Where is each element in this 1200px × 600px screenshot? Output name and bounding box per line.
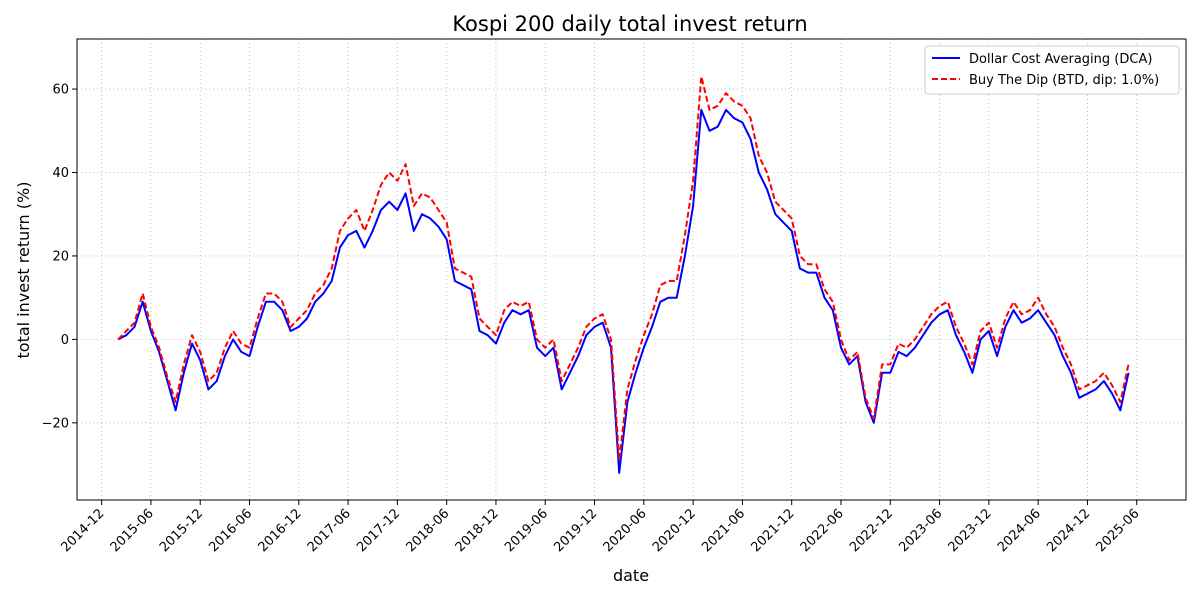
y-tick-label: −20 — [42, 416, 69, 431]
legend: Dollar Cost Averaging (DCA) Buy The Dip … — [924, 45, 1180, 95]
y-axis-label: total invest return (%) — [14, 182, 33, 359]
y-axis-ticks: −20 0 20 40 60 — [42, 83, 77, 431]
legend-box — [924, 45, 1180, 95]
series-line-btd — [117, 75, 1130, 462]
grid — [77, 39, 1186, 500]
series-group — [117, 75, 1130, 474]
chart-title: Kospi 200 daily total invest return — [452, 12, 807, 36]
series-line-dca — [117, 108, 1130, 474]
y-tick-label: 20 — [52, 249, 69, 264]
y-tick-label: 0 — [61, 333, 69, 348]
legend-dca-label: Dollar Cost Averaging (DCA) — [969, 52, 1152, 67]
x-axis-label: date — [613, 566, 649, 585]
plot-frame — [76, 38, 1187, 501]
y-tick-label: 40 — [52, 166, 69, 181]
y-tick-label: 60 — [52, 83, 69, 98]
legend-btd-label: Buy The Dip (BTD, dip: 1.0%) — [969, 73, 1159, 88]
